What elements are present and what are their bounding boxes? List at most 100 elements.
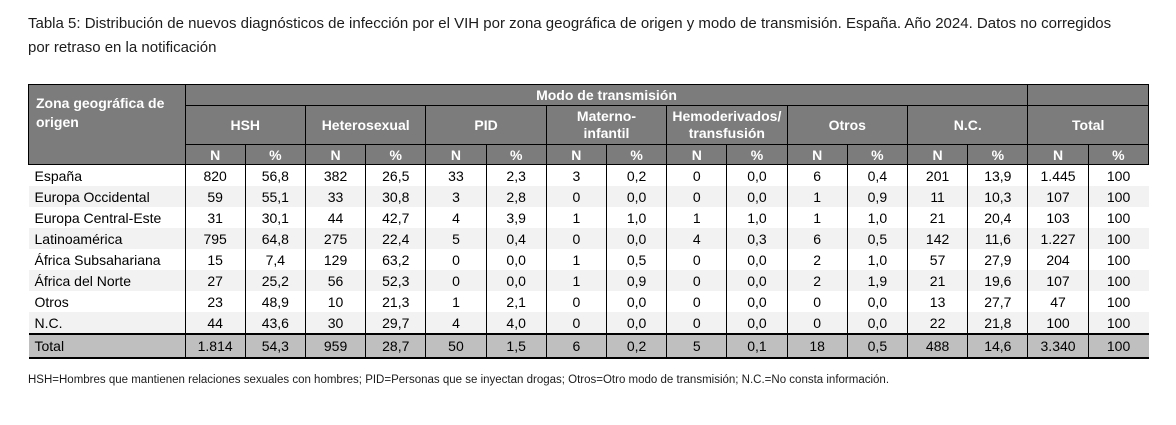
data-cell: 26,5 [365,164,427,186]
data-cell: 52,3 [365,270,427,291]
data-cell: 0,0 [726,164,788,186]
row-label: Europa Occidental [28,186,186,207]
data-cell: 100 [1087,312,1149,334]
column-group-header: PID [425,105,547,145]
total-data-cell: 488 [906,333,969,359]
table-row: Otros 23 48,9 10 21,3 1 2,1 0 0,0 0 0,0 0 0,0 13 27,7 4… [28,291,1149,312]
data-cell: 0 [666,186,728,207]
data-cell: 100 [1087,270,1149,291]
table-caption: Tabla 5: Distribución de nuevos diagnóst… [28,15,1112,56]
data-cell: 0 [666,270,728,291]
data-cell: 11 [906,186,969,207]
data-cell: 10,3 [967,186,1029,207]
data-cell: 0 [786,291,848,312]
data-cell: 1,9 [846,270,908,291]
total-row-label: Total [28,333,186,359]
data-cell: 0 [666,312,728,334]
data-cell: 0,0 [605,186,668,207]
data-cell: 3,9 [485,207,547,228]
subheader-cell: % [1087,144,1150,165]
data-cell: 142 [906,228,969,249]
data-cell: 0,0 [726,186,788,207]
subheader-cell: N [184,144,246,165]
data-cell: 59 [184,186,246,207]
total-data-cell: 28,7 [365,333,427,359]
column-group-header: Hemoderivados/ transfusión [666,105,788,145]
data-cell: 0,0 [846,291,908,312]
data-cell: 0 [425,270,487,291]
data-cell: 103 [1027,207,1089,228]
column-group-header: Total [1027,105,1149,145]
data-cell: 4,0 [485,312,547,334]
total-data-cell: 0,2 [605,333,668,359]
row-label: Europa Central-Este [28,207,186,228]
data-cell: 30 [304,312,367,334]
data-cell: 27 [184,270,246,291]
data-cell: 0,0 [726,291,788,312]
table-row: N.C. 44 43,6 30 29,7 4 4,0 0 0,0 0 0,0 0 0,0 22 21,8 10… [28,312,1149,334]
data-cell: 13,9 [967,164,1029,186]
data-cell: 0,9 [846,186,908,207]
table-row: África del Norte 27 25,2 56 52,3 0 0,0 1 0,9 0 0,0… [28,270,1149,291]
data-cell: 0,3 [726,228,788,249]
data-cell: 0,4 [485,228,547,249]
data-cell: 275 [304,228,367,249]
data-cell: 0,2 [605,164,668,186]
row-label: Otros [28,291,186,312]
total-data-cell: 50 [425,333,487,359]
column-group-header: Materno- infantil [545,105,668,145]
data-cell: 10 [304,291,367,312]
subheader-cell: % [846,144,908,165]
corner-header: Zona geográfica de origen [28,84,186,165]
total-data-cell: 0,1 [726,333,788,359]
data-cell: 63,2 [365,249,427,270]
data-cell: 1,0 [846,249,908,270]
data-cell: 19,6 [967,270,1029,291]
data-cell: 0,0 [605,228,668,249]
data-cell: 1 [545,207,607,228]
data-cell: 3 [545,164,607,186]
data-cell: 47 [1027,291,1089,312]
data-cell: 15 [184,249,246,270]
total-data-cell: 1,5 [485,333,547,359]
data-cell: 2,3 [485,164,547,186]
data-cell: 0,5 [846,228,908,249]
data-cell: 1.445 [1027,164,1089,186]
groups-row: HSH Heterosexual PID Materno- infantil Hemod… [29,105,1149,145]
data-cell: 7,4 [244,249,306,270]
data-cell: 107 [1027,270,1089,291]
transmission-mode-header: Modo de transmisión [184,84,1029,106]
data-cell: 21,8 [967,312,1029,334]
subheader-cell: N [304,144,367,165]
data-cell: 1 [786,186,848,207]
row-label: N.C. [28,312,186,334]
total-data-cell: 14,6 [967,333,1029,359]
blank-header-cell [1027,84,1149,106]
column-group-header: N.C. [906,105,1029,145]
data-cell: 0,5 [605,249,668,270]
data-cell: 23 [184,291,246,312]
data-cell: 0,0 [846,312,908,334]
data-cell: 100 [1087,186,1149,207]
data-cell: 0,9 [605,270,668,291]
subheader-cell: N [425,144,487,165]
data-cell: 11,6 [967,228,1029,249]
column-group-header: HSH [184,105,306,145]
data-cell: 1 [786,207,848,228]
data-cell: 100 [1087,249,1149,270]
data-cell: 100 [1087,228,1149,249]
data-cell: 1,0 [605,207,668,228]
data-cell: 820 [184,164,246,186]
data-cell: 0,0 [605,312,668,334]
data-cell: 56 [304,270,367,291]
data-cell: 795 [184,228,246,249]
data-cell: 22,4 [365,228,427,249]
subheader-cell: % [726,144,788,165]
table-row: África Subsahariana 15 7,4 129 63,2 0 0,0 1 0,5 0… [28,249,1149,270]
data-cell: 107 [1027,186,1089,207]
total-data-cell: 54,3 [244,333,306,359]
data-cell: 55,1 [244,186,306,207]
sub-row: N% N% N% N% N% N% N% N% [29,144,1150,165]
data-cell: 6 [786,228,848,249]
data-cell: 6 [786,164,848,186]
